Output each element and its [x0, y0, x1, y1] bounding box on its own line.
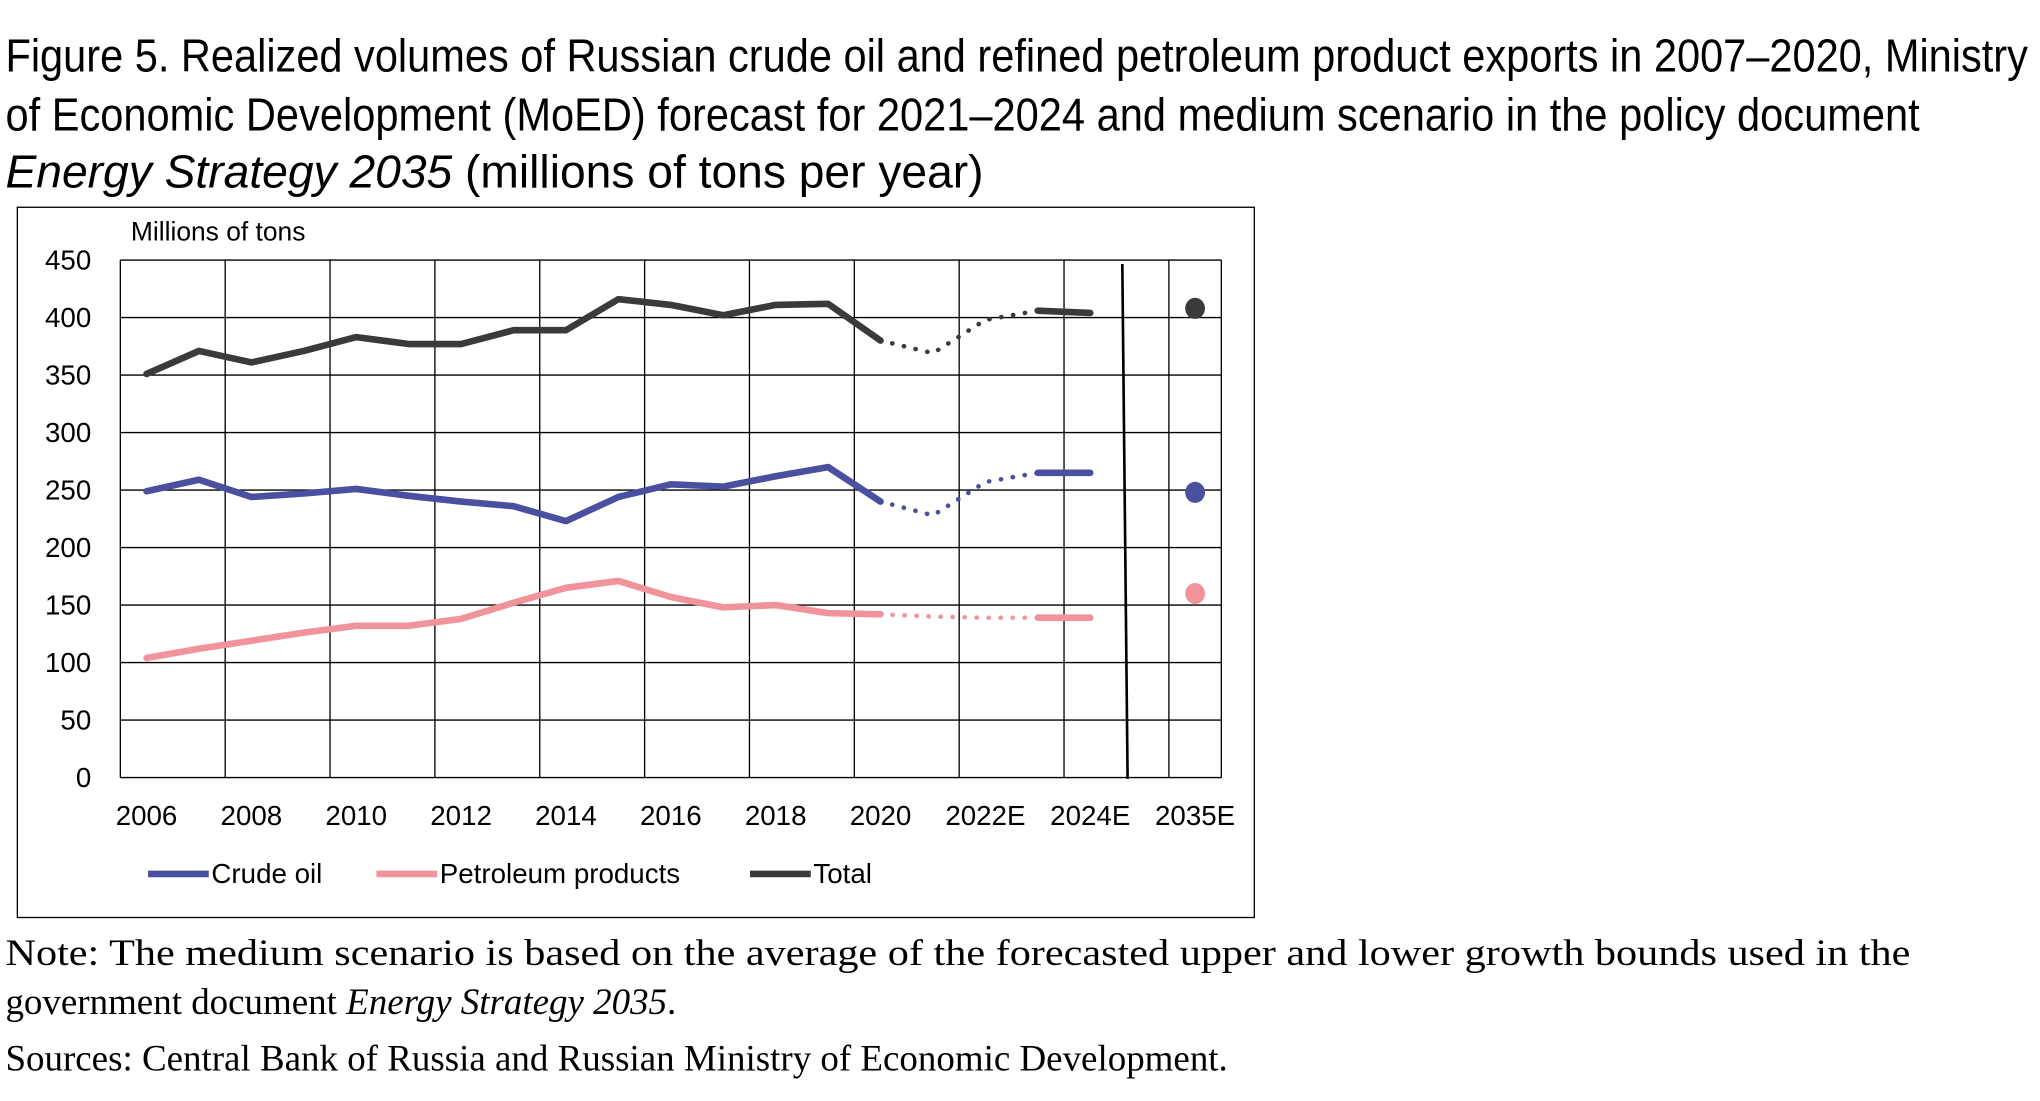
title-italic: Energy Strategy 2035 [5, 145, 452, 197]
x-tick-label: 2016 [640, 800, 702, 831]
legend-label: Crude oil [211, 858, 322, 889]
actual-line [1034, 307, 1094, 317]
legend-label: Total [813, 858, 872, 889]
y-tick-label: 300 [45, 417, 91, 448]
x-tick-label: 2035E [1155, 800, 1235, 831]
title-line-2: of Economic Development (MoED) forecast … [5, 89, 1919, 141]
series-petroleum-products [143, 577, 1206, 662]
x-tick-label: 2020 [850, 800, 912, 831]
forecast-divider [1120, 264, 1129, 779]
y-axis-label: Millions of tons [131, 216, 306, 246]
y-tick-label: 100 [45, 647, 91, 678]
y-tick-label: 0 [76, 762, 91, 793]
x-tick-label: 2018 [745, 800, 807, 831]
actual-line [143, 577, 884, 662]
x-ticks: 2006 2008 2010 2012 2014 2016 2018 2020 2022E 202… [116, 800, 1235, 831]
title-line-1: Figure 5. Realized volumes of Russian cr… [5, 29, 2027, 81]
scenario-2035-point [1185, 583, 1206, 605]
title-line-3: Energy Strategy 2035 (millions of tons p… [5, 145, 983, 197]
x-tick-label: 2008 [221, 800, 283, 831]
forecast-line [878, 611, 1041, 621]
sources: Sources: Central Bank of Russia and Russ… [5, 1038, 1227, 1079]
x-tick-label: 2014 [535, 800, 597, 831]
y-tick-label: 150 [45, 589, 91, 620]
forecast-line [878, 470, 1041, 518]
y-tick-label: 450 [45, 244, 91, 275]
figure-notes: Note: The medium scenario is based on th… [5, 932, 1910, 1079]
y-tick-label: 350 [45, 359, 91, 390]
y-tick-label: 200 [45, 532, 91, 563]
note-line-2: government document Energy Strategy 2035… [5, 981, 676, 1022]
note-text: government document [5, 981, 346, 1022]
series-crude-oil [143, 463, 1206, 525]
note-italic: Energy Strategy 2035 [345, 981, 667, 1022]
x-tick-label: 2010 [325, 800, 387, 831]
note-line-1: Note: The medium scenario is based on th… [5, 932, 1910, 973]
x-tick-label: 2006 [116, 800, 178, 831]
scenario-2035-point [1185, 481, 1206, 503]
x-tick-label: 2024E [1050, 800, 1130, 831]
y-tick-label: 50 [60, 704, 91, 735]
y-ticks: 0 50 100 150 200 250 300 350 400 450 [45, 244, 91, 792]
figure-title: Figure 5. Realized volumes of Russian cr… [5, 29, 2027, 197]
scenario-2035-point [1185, 297, 1206, 319]
y-tick-label: 400 [45, 302, 91, 333]
forecast-line [878, 308, 1041, 356]
note-period: . [667, 981, 676, 1022]
title-rest: (millions of tons per year) [452, 145, 983, 197]
y-tick-label: 250 [45, 474, 91, 505]
series-layer [143, 295, 1206, 662]
x-tick-label: 2022E [945, 800, 1025, 831]
actual-line [143, 463, 884, 525]
legend: Crude oil Petroleum products Total [148, 858, 872, 889]
actual-line [143, 295, 884, 378]
legend-label: Petroleum products [440, 858, 680, 889]
x-tick-label: 2012 [430, 800, 492, 831]
series-total [143, 295, 1206, 378]
chart-frame [16, 206, 1255, 919]
